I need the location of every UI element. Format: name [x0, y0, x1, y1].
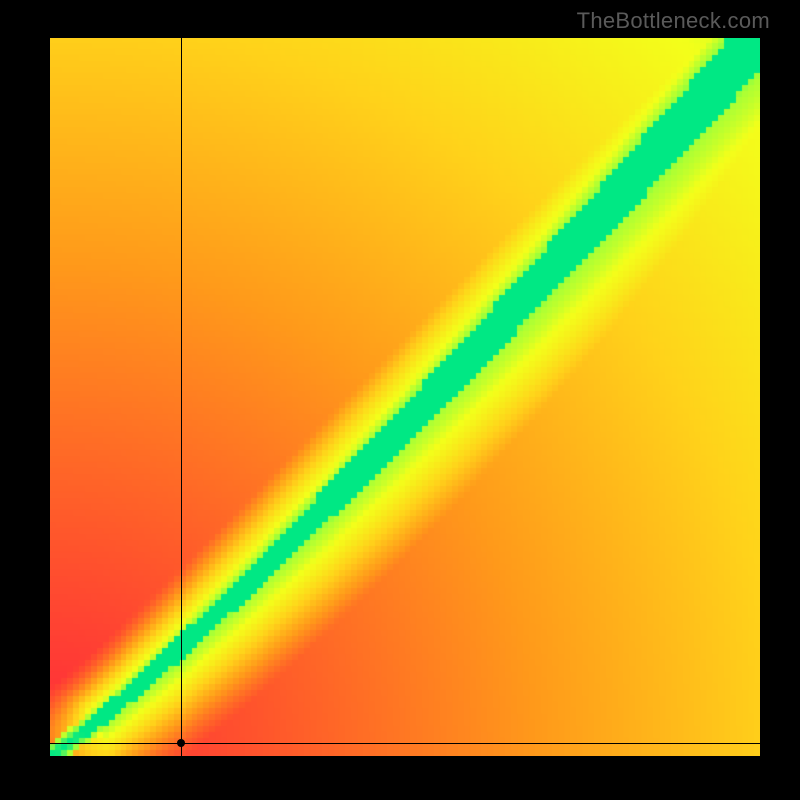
selection-marker — [177, 739, 185, 747]
chart-container: TheBottleneck.com — [0, 0, 800, 800]
watermark-text: TheBottleneck.com — [577, 8, 770, 34]
crosshair-horizontal — [50, 743, 760, 744]
crosshair-vertical — [181, 38, 182, 756]
bottleneck-heatmap — [50, 38, 760, 756]
